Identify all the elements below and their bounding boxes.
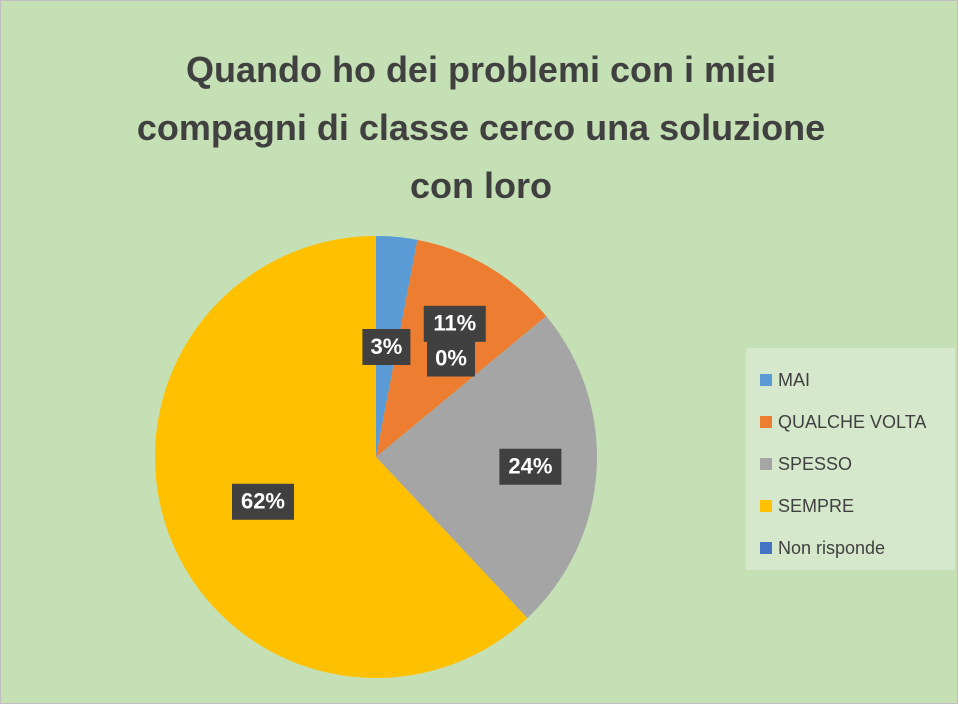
data-label-box [362, 328, 411, 365]
legend-label: Non risponde [778, 538, 885, 558]
legend-label: SPESSO [778, 454, 852, 474]
data-label: 0% [435, 345, 467, 370]
data-label-box [231, 483, 294, 520]
legend-box [746, 348, 955, 570]
legend-label: SEMPRE [778, 496, 854, 516]
pie-slice [376, 316, 597, 619]
data-label-box [423, 305, 486, 342]
legend-swatch [760, 416, 772, 428]
pie-slice [155, 236, 528, 679]
data-label: 24% [508, 454, 552, 479]
legend-swatch [760, 458, 772, 470]
data-label: 62% [241, 489, 285, 514]
legend-swatch [760, 374, 772, 386]
data-label-box [427, 340, 475, 377]
legend-label: QUALCHE VOLTA [778, 412, 926, 432]
legend-swatch [760, 500, 772, 512]
data-label: 3% [371, 334, 403, 359]
data-label-box [499, 448, 562, 485]
legend-label: MAI [778, 370, 810, 390]
chart-title: Quando ho dei problemi con i miei compag… [136, 49, 826, 206]
legend-swatch [760, 542, 772, 554]
data-label: 11% [433, 311, 476, 336]
